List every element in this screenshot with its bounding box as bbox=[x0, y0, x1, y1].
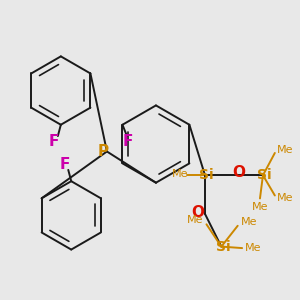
Text: Me: Me bbox=[241, 217, 257, 227]
Text: Me: Me bbox=[245, 243, 262, 253]
Text: Me: Me bbox=[252, 202, 268, 212]
Text: Si: Si bbox=[199, 168, 214, 182]
Text: Si: Si bbox=[215, 240, 230, 254]
Text: P: P bbox=[98, 144, 109, 159]
Text: Si: Si bbox=[257, 168, 272, 182]
Text: Me: Me bbox=[187, 215, 203, 225]
Text: O: O bbox=[191, 205, 204, 220]
Text: O: O bbox=[232, 165, 245, 180]
Text: F: F bbox=[123, 134, 133, 148]
Text: Me: Me bbox=[277, 145, 294, 155]
Text: F: F bbox=[49, 134, 59, 148]
Text: Me: Me bbox=[277, 194, 294, 203]
Text: Me: Me bbox=[172, 169, 189, 179]
Text: F: F bbox=[59, 158, 70, 172]
